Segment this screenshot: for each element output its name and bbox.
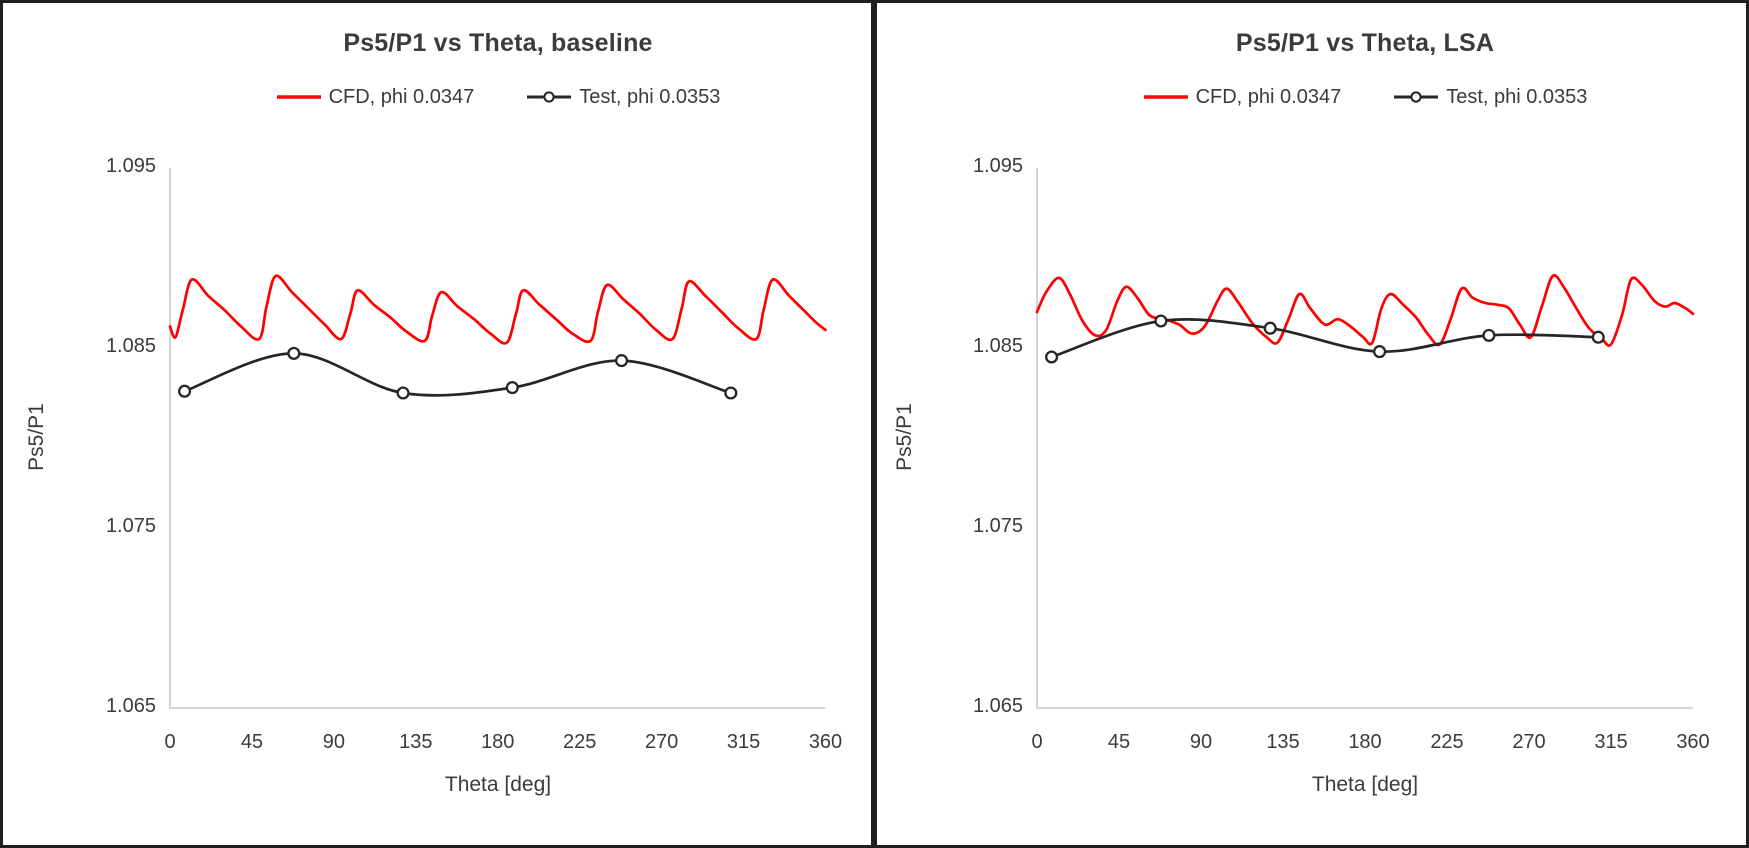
x-tick-label: 180 [1348,731,1382,753]
axis-lines [1036,168,1693,709]
data-point-marker [1045,350,1059,364]
legend-label-test: Test, phi 0.0353 [1446,85,1588,108]
y-axis-title-lsa: Ps5/P1 [893,403,916,471]
legend-label-cfd: CFD, phi 0.0347 [328,85,475,108]
axis-lines [169,168,826,709]
data-point-marker [178,384,192,398]
x-tick-label: 0 [164,731,176,753]
y-tick-label: 1.065 [105,695,156,717]
data-point-marker [396,386,410,400]
x-tick-label: 90 [322,731,345,753]
data-point-marker [724,386,738,400]
data-point-marker [615,354,629,368]
legend-label-cfd: CFD, phi 0.0347 [1195,85,1342,108]
lsa-chart-panel [874,0,1749,848]
x-tick-label: 315 [726,731,761,753]
x-tick-label: 315 [1594,731,1628,753]
x-tick-label: 360 [1676,731,1710,753]
baseline-chart-panel [0,0,874,848]
y-tick-label: 1.095 [972,155,1023,177]
legend-item-test: Test, phi 0.0353 [1393,86,1587,109]
x-tick-label: 45 [240,731,264,753]
test-line-swatch-icon [1394,91,1439,103]
x-tick-label: 270 [1512,731,1546,753]
y-tick-label: 1.075 [972,515,1023,537]
data-point-marker [1263,321,1277,335]
x-axis-title-lsa: Theta [deg] [1311,773,1419,796]
y-tick-label: 1.085 [105,335,156,357]
cfd-line-swatch-icon [1143,95,1188,99]
x-tick-label: 225 [563,731,597,753]
cfd-series-line [168,274,827,345]
x-tick-label: 45 [1107,731,1131,753]
test-series-line [1050,318,1600,359]
y-tick-label: 1.075 [105,515,156,537]
legend-item-test: Test, phi 0.0353 [526,86,720,109]
x-tick-label: 135 [399,731,433,753]
test-line-swatch-icon [527,91,572,103]
test-series-line [183,352,733,397]
y-axis-title-baseline: Ps5/P1 [25,403,48,471]
x-tick-label: 225 [1430,731,1464,753]
x-tick-label: 90 [1189,731,1213,753]
x-axis-title-baseline: Theta [deg] [444,773,552,796]
x-tick-label: 0 [1031,731,1043,753]
data-point-marker [287,346,301,360]
x-tick-label: 270 [644,731,679,753]
x-tick-label: 180 [481,731,515,753]
legend-item-cfd: CFD, phi 0.0347 [1143,85,1342,109]
legend-baseline: CFD, phi 0.0347 Test, phi 0.0353 [170,83,826,111]
y-tick-label: 1.065 [972,695,1023,717]
y-tick-label: 1.095 [105,155,156,177]
x-tick-label: 360 [808,731,843,753]
y-tick-label: 1.085 [972,335,1023,357]
cfd-line-swatch-icon [276,95,321,99]
legend-label-test: Test, phi 0.0353 [579,85,721,108]
legend-lsa: CFD, phi 0.0347 Test, phi 0.0353 [1037,83,1693,111]
legend-item-cfd: CFD, phi 0.0347 [276,85,475,109]
chart-title-lsa: Ps5/P1 vs Theta, LSA [1235,29,1495,57]
chart-title-baseline: Ps5/P1 vs Theta, baseline [343,29,653,57]
data-point-marker [1373,345,1387,359]
data-point-marker [1482,328,1496,342]
data-point-marker [1154,314,1168,328]
data-point-marker [505,381,519,395]
x-tick-label: 135 [1266,731,1300,753]
data-point-marker [1591,330,1605,344]
